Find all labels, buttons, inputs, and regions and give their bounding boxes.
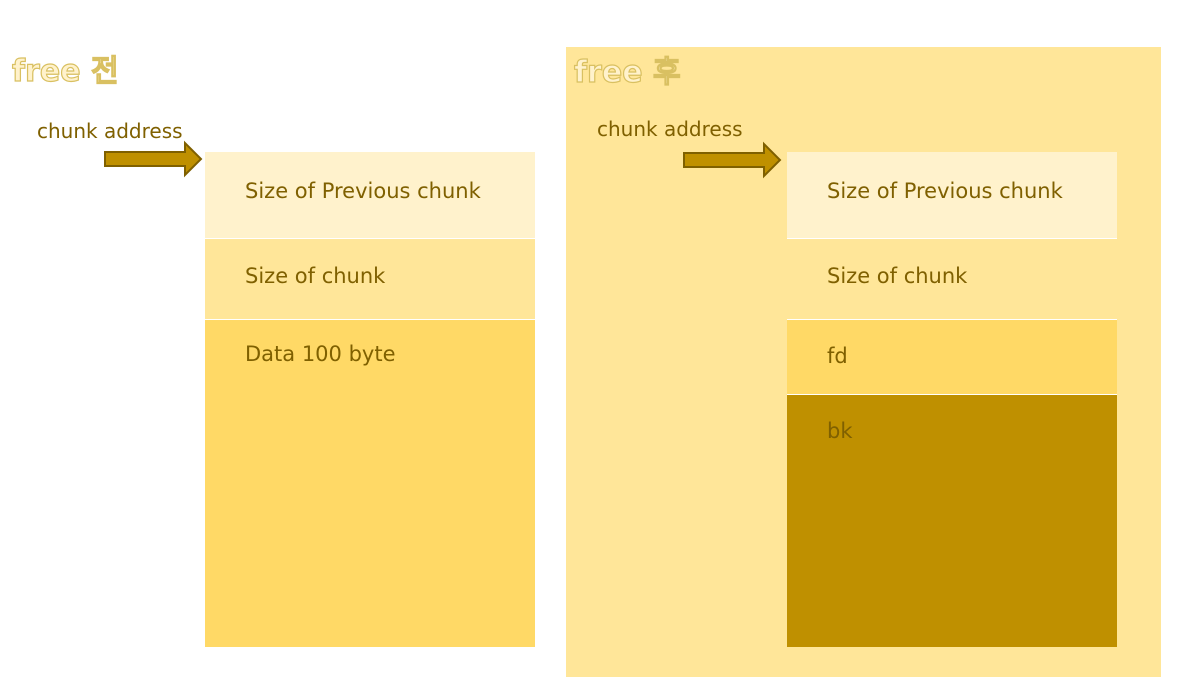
cell-size: Size of chunk: [787, 239, 1117, 320]
cell-prev-size: Size of Previous chunk: [787, 152, 1117, 239]
cell-size: Size of chunk: [205, 239, 535, 320]
before-chunk: Size of Previous chunk Size of chunk Dat…: [205, 152, 535, 647]
cell-fd: fd: [787, 320, 1117, 395]
cell-bk: bk: [787, 395, 1117, 647]
after-chunk: Size of Previous chunk Size of chunk fd …: [787, 152, 1117, 647]
before-arrow-icon: [104, 140, 203, 178]
after-title: free 후: [573, 54, 681, 90]
before-title: free 전: [11, 53, 119, 89]
cell-prev-size: Size of Previous chunk: [205, 152, 535, 239]
after-chunk-address-label: chunk address: [597, 117, 743, 141]
before-chunk-address-label: chunk address: [37, 119, 183, 143]
cell-data: Data 100 byte: [205, 320, 535, 647]
after-arrow-icon: [683, 141, 782, 179]
